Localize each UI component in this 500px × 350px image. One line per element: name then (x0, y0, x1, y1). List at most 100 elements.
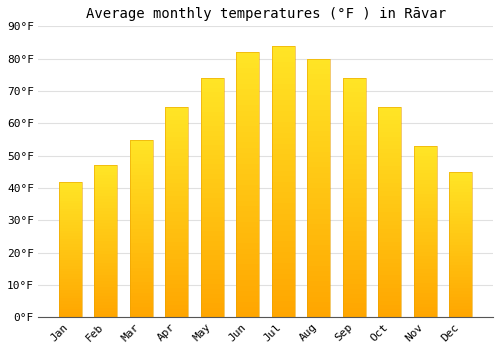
Bar (59, 288, 82, 290)
Bar (378, 233, 402, 238)
Bar (201, 217, 224, 222)
Bar (378, 120, 402, 124)
Bar (450, 251, 472, 253)
Bar (130, 189, 153, 193)
Bar (450, 239, 472, 242)
Bar (236, 163, 260, 169)
Bar (308, 276, 330, 281)
Bar (272, 290, 295, 296)
Bar (59, 268, 82, 271)
Bar (166, 141, 188, 145)
Bar (94, 187, 118, 190)
Bar (130, 303, 153, 307)
Bar (94, 223, 118, 226)
Bar (308, 157, 330, 162)
Bar (59, 266, 82, 268)
Bar (59, 282, 82, 285)
Bar (308, 307, 330, 312)
Bar (378, 263, 402, 267)
Bar (201, 265, 224, 270)
Bar (94, 278, 118, 281)
Bar (236, 243, 260, 248)
Bar (272, 78, 295, 84)
Bar (130, 243, 153, 246)
Bar (201, 169, 224, 174)
Bar (130, 150, 153, 154)
Bar (343, 236, 366, 241)
Bar (201, 131, 224, 135)
Bar (166, 246, 188, 250)
Bar (414, 314, 437, 317)
Bar (272, 127, 295, 133)
Bar (414, 245, 437, 249)
Bar (166, 212, 188, 217)
Bar (343, 78, 366, 317)
Bar (378, 200, 402, 204)
Bar (201, 160, 224, 164)
Bar (378, 288, 402, 292)
Bar (201, 226, 224, 231)
Bar (236, 57, 260, 63)
Bar (450, 297, 472, 300)
Bar (130, 289, 153, 293)
Bar (59, 307, 82, 309)
Bar (236, 74, 260, 79)
Bar (130, 253, 153, 257)
Bar (343, 155, 366, 160)
Bar (272, 105, 295, 111)
Bar (378, 225, 402, 229)
Bar (94, 263, 118, 266)
Bar (450, 265, 472, 268)
Bar (201, 116, 224, 121)
Bar (166, 275, 188, 280)
Bar (59, 203, 82, 206)
Bar (450, 309, 472, 312)
Bar (94, 211, 118, 214)
Bar (94, 193, 118, 196)
Bar (59, 198, 82, 201)
Bar (414, 311, 437, 314)
Bar (414, 194, 437, 197)
Bar (450, 303, 472, 306)
Bar (236, 280, 260, 286)
Bar (130, 257, 153, 260)
Bar (343, 135, 366, 140)
Bar (378, 250, 402, 254)
Bar (414, 259, 437, 262)
Bar (378, 187, 402, 191)
Bar (166, 175, 188, 179)
Bar (94, 181, 118, 184)
Bar (130, 250, 153, 253)
Bar (59, 190, 82, 193)
Bar (201, 107, 224, 112)
Bar (308, 292, 330, 297)
Bar (94, 254, 118, 257)
Bar (166, 120, 188, 124)
Bar (236, 259, 260, 265)
Bar (94, 287, 118, 290)
Bar (308, 219, 330, 224)
Bar (414, 211, 437, 215)
Bar (450, 204, 472, 207)
Bar (59, 312, 82, 315)
Bar (343, 231, 366, 236)
Bar (414, 215, 437, 218)
Bar (272, 111, 295, 116)
Bar (308, 230, 330, 235)
Bar (450, 178, 472, 181)
Bar (343, 284, 366, 289)
Bar (308, 136, 330, 141)
Bar (236, 286, 260, 291)
Bar (450, 306, 472, 309)
Bar (414, 235, 437, 239)
Bar (59, 250, 82, 252)
Bar (130, 278, 153, 282)
Bar (414, 160, 437, 163)
Bar (130, 175, 153, 179)
Bar (450, 280, 472, 282)
Bar (450, 294, 472, 297)
Bar (308, 271, 330, 276)
Bar (59, 315, 82, 317)
Bar (59, 296, 82, 299)
Bar (343, 274, 366, 279)
